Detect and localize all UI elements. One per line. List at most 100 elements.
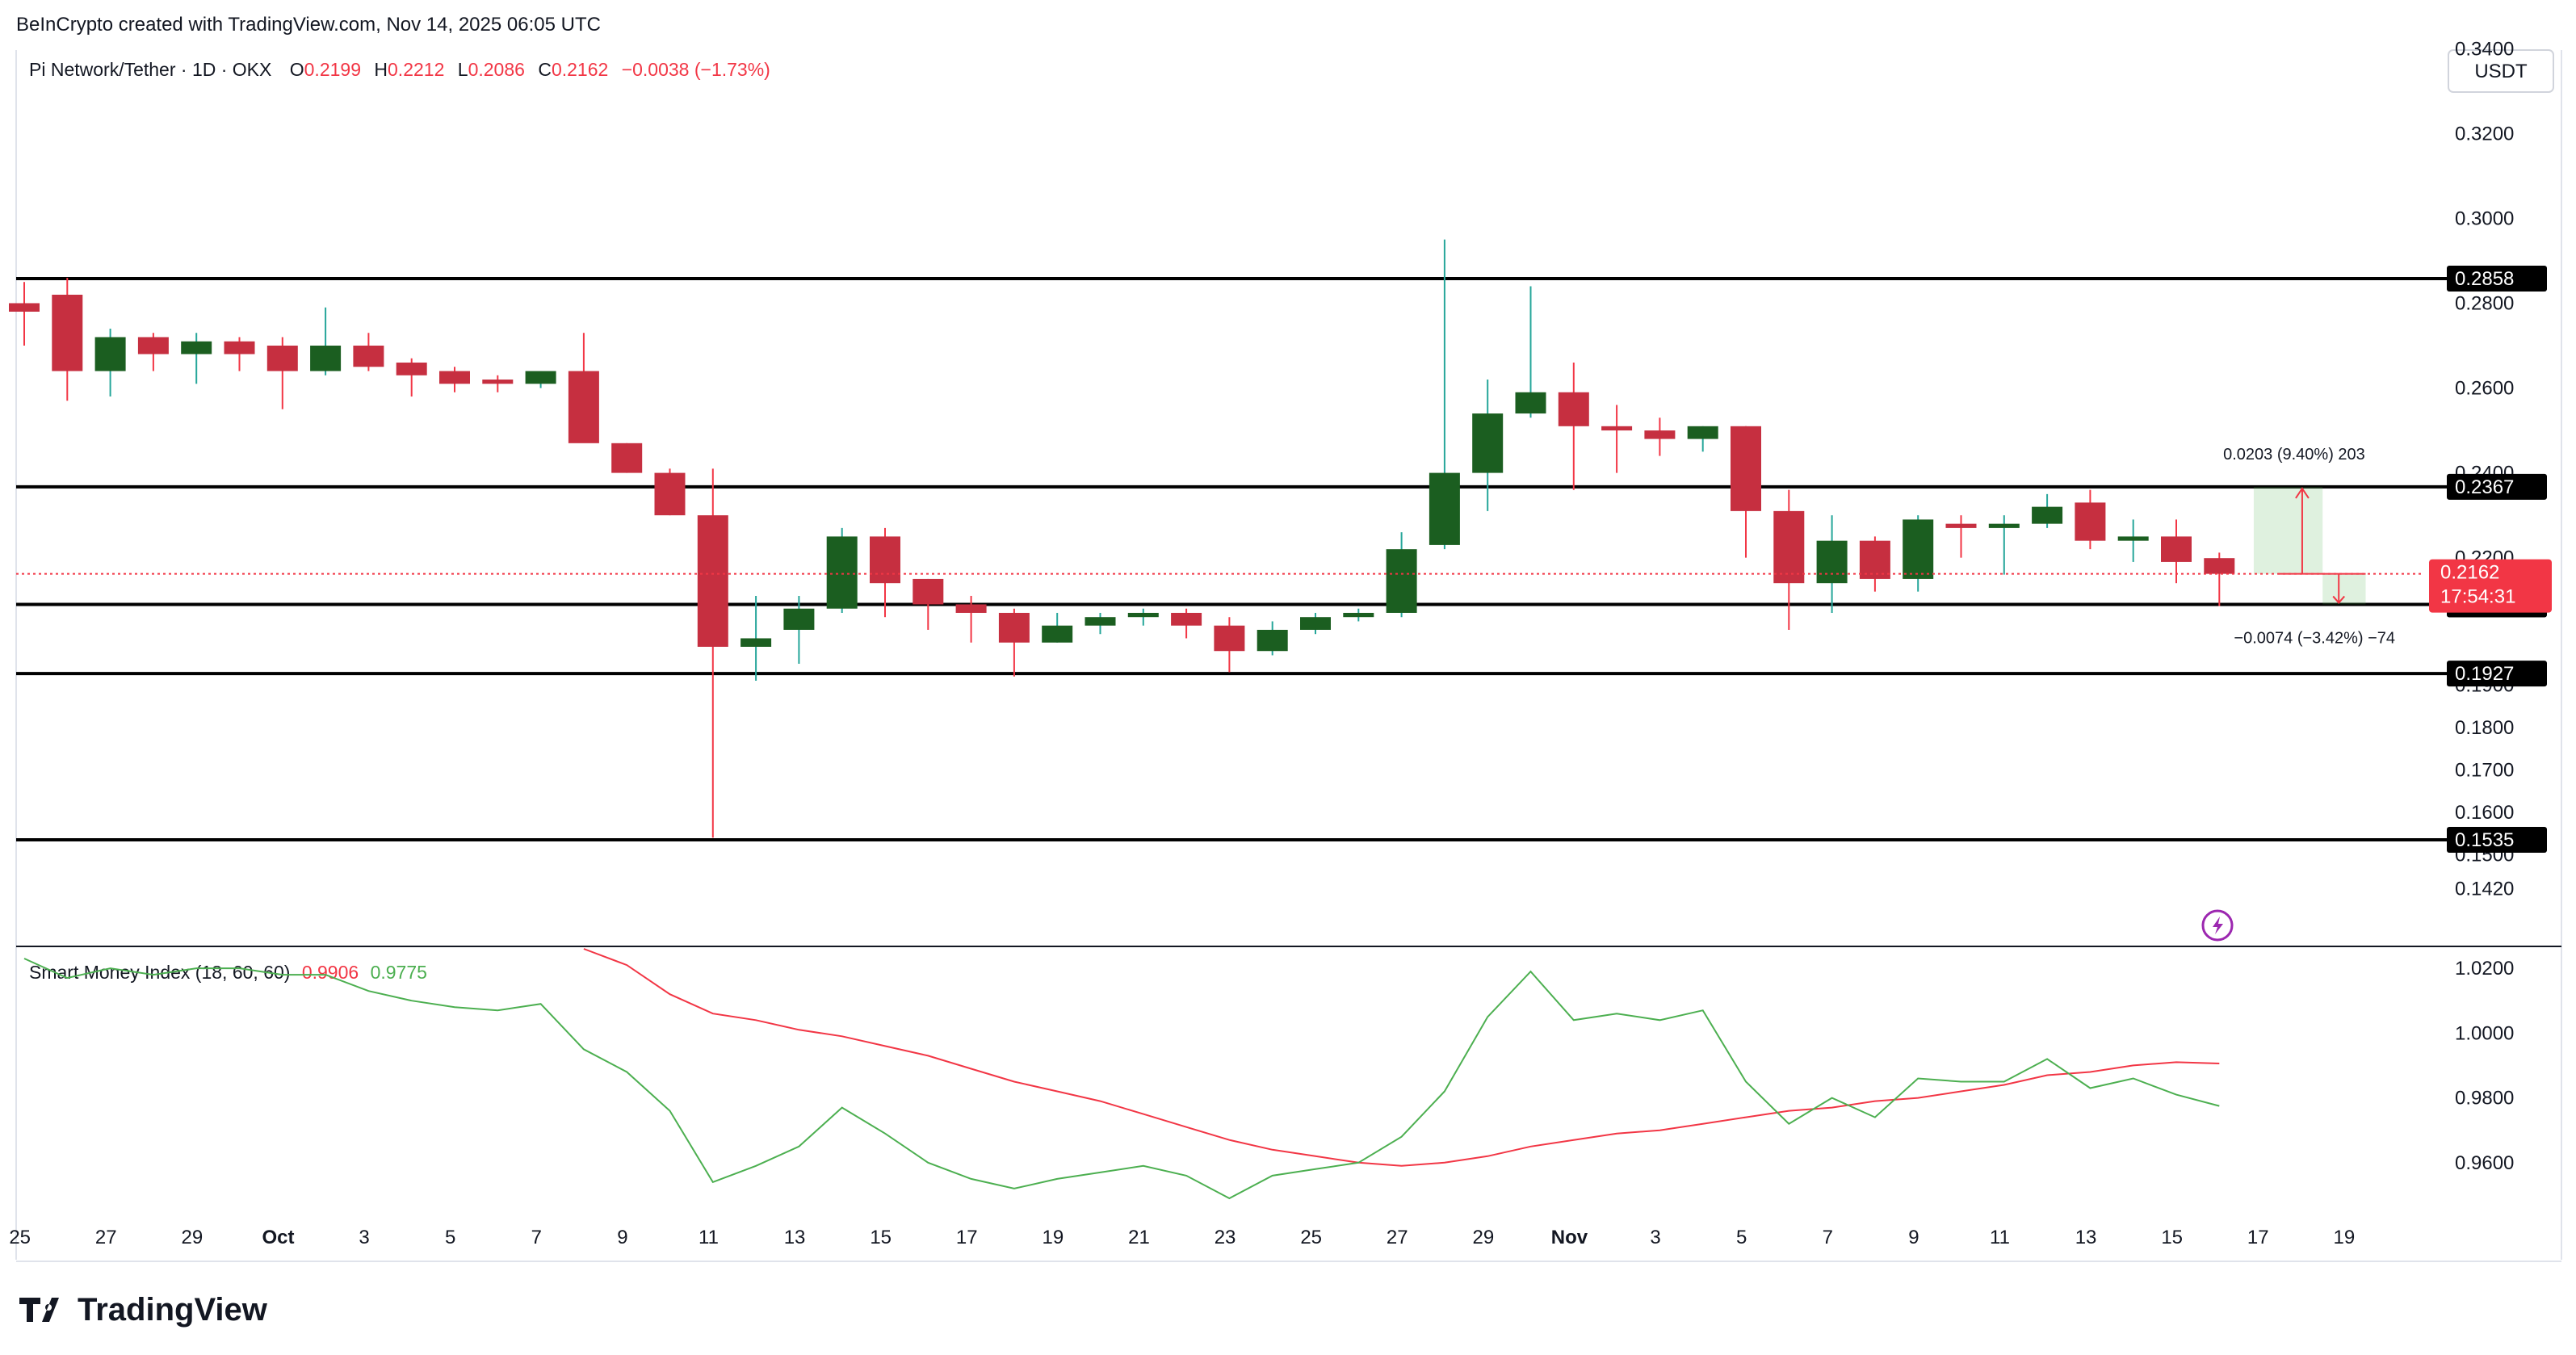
candle-body	[1773, 510, 1805, 584]
candle[interactable]	[1601, 405, 1633, 473]
candle-body	[396, 363, 427, 375]
candle[interactable]	[1085, 612, 1116, 635]
symbol-name: Pi Network/Tether · 1D · OKX	[29, 59, 271, 80]
candle[interactable]	[1515, 286, 1546, 418]
candle[interactable]	[52, 277, 83, 401]
candle[interactable]	[1773, 489, 1805, 630]
candle[interactable]	[353, 333, 384, 371]
candle[interactable]	[1988, 515, 2020, 575]
low-value: 0.2086	[468, 59, 525, 80]
candle[interactable]	[266, 337, 298, 409]
level-tag-label: 0.1535	[2455, 829, 2514, 851]
time-tick-label: 25	[9, 1227, 31, 1248]
candle[interactable]	[1644, 417, 1676, 456]
candle[interactable]	[310, 307, 342, 375]
candle-body	[1343, 612, 1374, 618]
candle[interactable]	[9, 282, 40, 346]
time-tick-label: 17	[956, 1227, 978, 1248]
candle[interactable]	[1171, 608, 1202, 639]
candle[interactable]	[439, 367, 470, 392]
time-tick-label: 3	[1650, 1227, 1660, 1248]
candle[interactable]	[697, 468, 728, 838]
candle[interactable]	[2117, 519, 2149, 562]
price-tick-label: 0.3400	[2455, 38, 2514, 60]
candle-body	[52, 294, 83, 371]
candle[interactable]	[1558, 363, 1589, 490]
candle[interactable]	[94, 328, 126, 397]
candle-body	[1816, 540, 1848, 584]
candle[interactable]	[181, 333, 212, 384]
candle[interactable]	[783, 595, 815, 664]
candle-body	[1085, 617, 1116, 626]
candle[interactable]	[1903, 515, 1934, 592]
time-tick-label: 29	[182, 1227, 203, 1248]
candle[interactable]	[396, 358, 427, 397]
candlestick-series	[9, 239, 2235, 838]
candle[interactable]	[1214, 617, 1245, 673]
price-tick-label: 0.3200	[2455, 123, 2514, 145]
candle-body	[654, 472, 686, 516]
candle[interactable]	[2161, 519, 2192, 584]
long-position-tool[interactable]	[2253, 486, 2366, 605]
ohlc-legend: Pi Network/Tether · 1D · OKX O0.2199 H0.…	[29, 59, 770, 80]
time-tick-label: 27	[95, 1227, 117, 1248]
candle-body	[697, 515, 728, 647]
candle[interactable]	[1859, 536, 1890, 592]
candle[interactable]	[525, 371, 556, 388]
candle[interactable]	[1127, 608, 1159, 626]
candle[interactable]	[913, 578, 944, 630]
indicator-fast-value: 0.9775	[371, 962, 427, 983]
candle[interactable]	[1731, 426, 1761, 558]
candle[interactable]	[955, 595, 987, 643]
candle[interactable]	[1945, 515, 1977, 558]
candle[interactable]	[2032, 493, 2063, 528]
candle-body	[1214, 625, 1245, 652]
price-axis: 0.34000.32000.30000.28000.26000.24000.22…	[2455, 38, 2514, 900]
candle[interactable]	[1429, 239, 1460, 550]
candle[interactable]	[568, 333, 599, 443]
candle[interactable]	[137, 333, 169, 371]
candle[interactable]	[1042, 612, 1073, 643]
candle[interactable]	[1386, 532, 1417, 618]
price-tick-label: 0.1600	[2455, 802, 2514, 824]
candle[interactable]	[740, 595, 772, 682]
loss-arrow-head	[2332, 595, 2345, 604]
level-tag: 0.1927	[2447, 661, 2547, 687]
candle-body	[1859, 540, 1890, 579]
candle[interactable]	[2204, 552, 2235, 606]
candle-body	[1127, 612, 1159, 618]
candle-body	[568, 371, 599, 443]
candle[interactable]	[1472, 380, 1504, 511]
price-tick-label: 0.1800	[2455, 717, 2514, 739]
candle[interactable]	[1257, 621, 1288, 656]
candle-body	[266, 346, 298, 371]
candle[interactable]	[826, 527, 858, 613]
candle[interactable]	[998, 608, 1030, 677]
credit-text: BeInCrypto created with TradingView.com,…	[16, 14, 601, 36]
candle[interactable]	[870, 527, 900, 618]
candle[interactable]	[224, 337, 255, 371]
level-tag: 0.1535	[2447, 827, 2547, 853]
candle[interactable]	[1687, 426, 1718, 452]
smi-slow-line	[583, 948, 2220, 1167]
flash-icon[interactable]	[2201, 909, 2234, 942]
tradingview-logo: TradingView	[19, 1292, 268, 1328]
time-tick-label: 9	[1908, 1227, 1919, 1248]
candle-body	[439, 371, 470, 384]
candle[interactable]	[1343, 608, 1374, 622]
candle[interactable]	[482, 375, 514, 392]
high-label: H	[374, 59, 388, 80]
close-label: C	[538, 59, 552, 80]
time-tick-label: 29	[1473, 1227, 1495, 1248]
candle[interactable]	[2075, 489, 2106, 550]
candle-body	[2161, 536, 2192, 562]
low-label: L	[458, 59, 468, 80]
time-tick-label: 11	[1990, 1227, 2010, 1248]
time-tick-label: 7	[1823, 1227, 1833, 1248]
candle[interactable]	[1300, 612, 1331, 635]
candle[interactable]	[1816, 515, 1848, 613]
candle[interactable]	[654, 468, 686, 516]
candle[interactable]	[611, 443, 643, 473]
currency-button[interactable]: USDT	[2448, 49, 2554, 93]
